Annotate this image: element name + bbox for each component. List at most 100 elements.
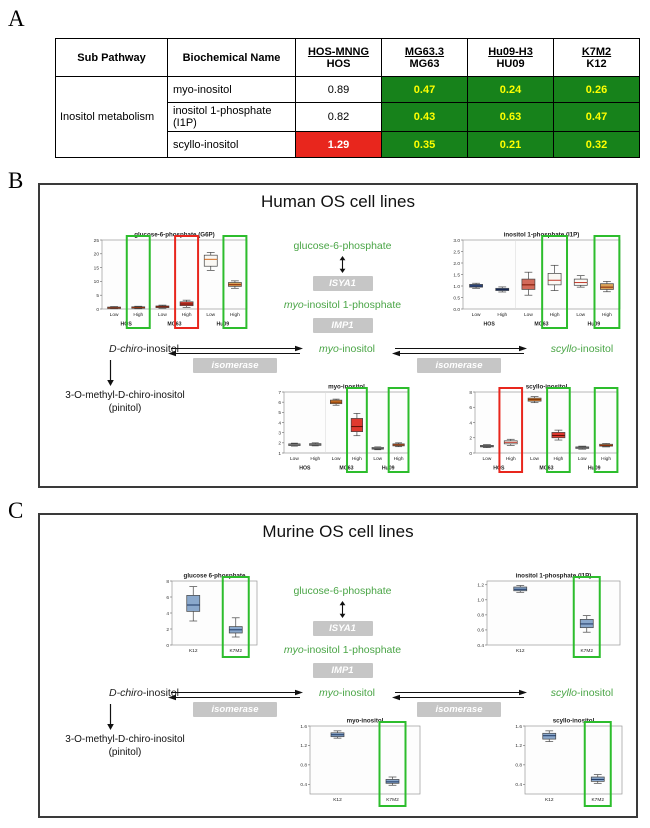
svg-text:K7M2: K7M2 [580,648,593,654]
svg-text:High: High [601,456,611,462]
svg-text:1.2: 1.2 [515,743,522,749]
svg-text:inositol 1-phosphate (I1P): inositol 1-phosphate (I1P) [516,573,592,580]
svg-text:High: High [133,312,143,318]
equilibrium-arrow-icon [392,689,527,701]
scyllo-inositol-label: scyllo-inositol [532,687,632,700]
svg-text:K12: K12 [189,648,198,654]
label-italic: myo [318,687,339,699]
svg-text:0.8: 0.8 [300,763,307,769]
label-text: glucose-6-phosphate [293,585,392,597]
svg-text:0.4: 0.4 [515,782,522,788]
boxplot-myo-human: myo-inositol 1 2 3 4 5 6 7 Low High Low High Low High… [264,381,414,478]
svg-text:HOS: HOS [484,322,496,328]
biochemical-name-cell: inositol 1-phosphate (I1P) [167,102,296,132]
boxplot-g6p-human: glucose-6-phosphate (G6P) 0 5 10 15 20 25 Low Hi… [82,229,252,334]
isya1-enzyme-box: ISYA1 [312,620,373,636]
svg-text:3.0: 3.0 [453,238,460,244]
sub-pathway-cell: Inositol metabolism [55,76,168,158]
svg-text:K7M2: K7M2 [229,648,242,654]
svg-text:1.0: 1.0 [453,284,460,290]
ratio-table: Sub Pathway Biochemical Name HOS-MNNG HO… [55,38,640,158]
ratio-value-cell: 0.21 [467,131,554,158]
myo-inositol-label: myo-inositol [307,687,387,700]
label-italic: myo [283,298,304,311]
label-text: -inositol [577,343,614,355]
svg-text:7: 7 [278,390,281,396]
svg-text:High: High [550,312,560,318]
svg-text:Low: Low [373,456,382,462]
ratio-numerator: K7M2 [581,45,612,58]
svg-text:High: High [182,312,192,318]
svg-text:3: 3 [278,430,281,436]
svg-text:0: 0 [469,451,472,457]
svg-text:Low: Low [206,312,215,318]
svg-text:K12: K12 [545,797,554,803]
label-text: -inositol [142,343,180,355]
down-arrow-icon [107,704,114,730]
ratio-value-cell: 0.63 [467,102,554,132]
pinitol-line2: (pinitol) [108,746,142,758]
svg-text:Low: Low [332,456,341,462]
header-ratio-hos: HOS-MNNG HOS [295,38,382,77]
svg-text:4: 4 [278,420,281,426]
myo-inositol-1-phosphate-label: myo-inositol 1-phosphate [284,299,401,312]
svg-text:High: High [394,456,404,462]
ratio-value-cell: 0.47 [553,102,640,132]
svg-text:0.5: 0.5 [453,295,460,301]
imp1-enzyme-box: IMP1 [312,663,373,679]
svg-text:5: 5 [96,293,99,299]
ratio-numerator: Hu09-H3 [488,45,533,58]
svg-text:2.5: 2.5 [453,249,460,255]
svg-text:15: 15 [94,265,100,271]
ratio-value-cell: 0.26 [553,76,640,103]
label-italic: scyllo [550,343,578,355]
svg-text:0: 0 [166,643,169,649]
down-arrow-icon [107,360,114,386]
label-text: -inositol [338,687,376,699]
label-italic: D-chiro [108,687,143,699]
svg-text:High: High [352,456,362,462]
svg-text:Low: Low [530,456,539,462]
svg-text:1.6: 1.6 [515,724,522,730]
svg-text:High: High [310,456,320,462]
equilibrium-arrow-icon [168,689,303,701]
murine-panel-title: Murine OS cell lines [262,522,414,541]
svg-text:8: 8 [166,579,169,585]
isomerase-box-left: isomerase [193,358,277,373]
label-text: -inositol [338,343,376,355]
ratio-value-cell: 0.47 [381,76,468,103]
pinitol-line1: 3-O-methyl-D-chiro-inositol [65,734,185,745]
imp1-enzyme-box: IMP1 [312,318,373,334]
myo-inositol-1-phosphate-label: myo-inositol 1-phosphate [284,644,401,657]
label-text: -inositol [142,687,180,699]
label-text: glucose-6-phosphate [293,240,392,252]
boxplot-scyllo-murine: scyllo-inositol 0.4 0.8 1.2 1.6 K12 K7M2 [505,715,627,812]
svg-text:Low: Low [576,312,585,318]
ratio-denominator: HOS [326,57,351,70]
header-sub-pathway: Sub Pathway [55,38,168,77]
svg-text:6: 6 [469,405,472,411]
svg-text:Low: Low [110,312,119,318]
isomerase-box-left: isomerase [193,702,277,717]
svg-text:scyllo-inositol: scyllo-inositol [553,718,595,725]
svg-text:1.2: 1.2 [477,583,484,589]
ratio-value-cell: 0.89 [295,76,382,103]
svg-text:High: High [602,312,612,318]
svg-text:25: 25 [94,238,100,244]
pinitol-line1: 3-O-methyl-D-chiro-inositol [65,390,185,401]
svg-text:K12: K12 [333,797,342,803]
myo-inositol-label: myo-inositol [307,343,387,356]
biochemical-name-cell: myo-inositol [167,76,296,103]
equilibrium-arrow-icon [168,345,303,357]
svg-text:6: 6 [166,595,169,601]
svg-text:6: 6 [278,400,281,406]
label-text: -inositol [577,687,614,699]
pinitol-label: 3-O-methyl-D-chiro-inositol (pinitol) [50,734,200,759]
svg-text:Low: Low [158,312,167,318]
biochemical-name-cell: scyllo-inositol [167,131,296,158]
human-os-panel: Human OS cell lines glucose-6-phosphate … [38,183,638,488]
svg-text:0.4: 0.4 [300,782,307,788]
svg-text:High: High [553,456,563,462]
table-row: Inositol metabolism myo-inositol 0.89 0.… [55,76,640,158]
ratio-value-cell: 1.29 [295,131,382,158]
